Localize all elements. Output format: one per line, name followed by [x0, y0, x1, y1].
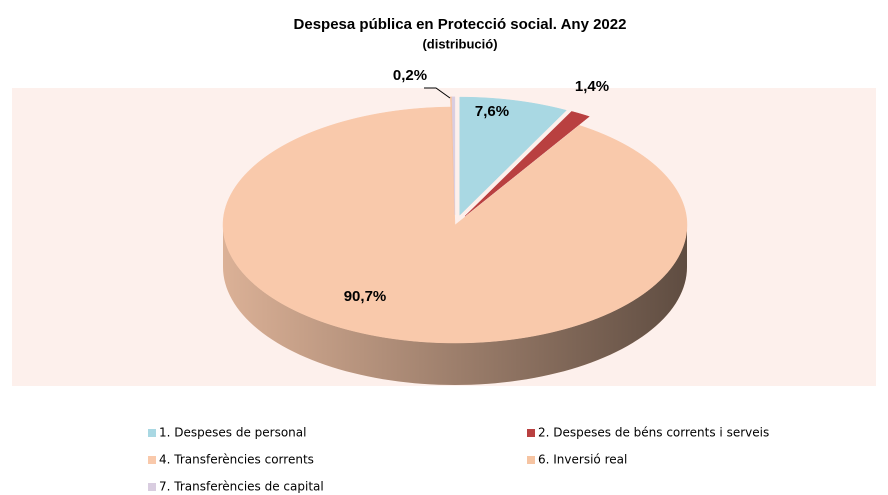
legend-swatch [148, 429, 156, 437]
chart-subtitle: (distribució) [422, 36, 497, 51]
chart-title: Despesa pública en Protecció social. Any… [294, 16, 627, 33]
pie-slice [222, 106, 688, 344]
data-label: 90,7% [344, 288, 387, 305]
pie-slice [451, 96, 456, 215]
legend-swatch [527, 456, 535, 464]
pie-slice [459, 96, 567, 216]
data-label: 1,4% [575, 78, 609, 95]
legend-swatch [148, 483, 156, 491]
legend-swatch [527, 429, 535, 437]
pie-slice [464, 111, 590, 217]
data-label: 7,6% [475, 103, 509, 120]
legend-label: 4. Transferències corrents [159, 453, 314, 467]
legend-label: 1. Despeses de personal [159, 426, 306, 440]
data-label: 0,2% [393, 67, 427, 84]
legend-swatch [148, 456, 156, 464]
legend-label: 6. Inversió real [538, 453, 627, 467]
legend-label: 7. Transferències de capital [159, 480, 324, 494]
pie-side-shade [223, 225, 687, 385]
legend-label: 2. Despeses de béns corrents i serveis [538, 426, 769, 440]
leader-line [424, 87, 451, 99]
